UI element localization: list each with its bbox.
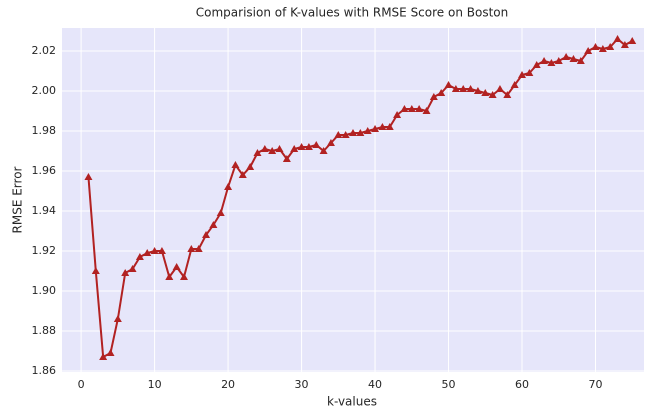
- y-axis-label: RMSE Error: [11, 166, 25, 233]
- data-point: [356, 129, 365, 136]
- data-point: [349, 129, 357, 136]
- data-point: [385, 123, 394, 130]
- data-point: [150, 247, 159, 254]
- data-point: [576, 57, 585, 64]
- plot-background: [62, 28, 644, 372]
- x-tick-label: 30: [295, 378, 309, 391]
- y-tick-label: 1.96: [32, 164, 57, 177]
- data-point: [319, 147, 328, 154]
- data-point: [187, 245, 196, 252]
- data-point: [459, 85, 468, 92]
- y-tick-label: 1.98: [32, 124, 57, 137]
- y-tick-label: 1.92: [32, 244, 57, 257]
- data-point: [290, 145, 299, 152]
- data-point: [157, 247, 166, 254]
- data-point: [510, 81, 519, 88]
- data-point: [143, 249, 152, 256]
- data-point: [415, 105, 424, 112]
- data-point: [584, 47, 593, 54]
- data-point: [238, 171, 247, 178]
- y-tick-label: 1.88: [32, 324, 57, 337]
- data-point: [620, 41, 629, 48]
- data-point: [231, 161, 240, 168]
- x-tick-label: 40: [368, 378, 382, 391]
- data-point: [341, 131, 350, 138]
- data-point: [598, 45, 607, 52]
- data-point: [378, 123, 387, 130]
- data-point: [275, 145, 284, 152]
- data-point: [165, 273, 174, 280]
- y-tick-label: 2.00: [32, 84, 57, 97]
- data-point: [466, 85, 475, 92]
- data-point: [422, 107, 431, 114]
- y-tick-label: 1.90: [32, 284, 57, 297]
- data-point: [613, 35, 622, 42]
- data-point: [363, 127, 372, 134]
- data-point: [562, 53, 571, 60]
- data-point: [202, 231, 211, 238]
- data-point: [135, 253, 144, 260]
- data-point: [628, 37, 637, 44]
- data-point: [113, 315, 122, 322]
- data-point: [503, 91, 512, 98]
- data-point: [481, 89, 490, 96]
- chart-title: Comparision of K-values with RMSE Score …: [196, 6, 508, 20]
- x-tick-label: 0: [78, 378, 85, 391]
- data-point: [224, 183, 233, 190]
- data-point: [246, 163, 255, 170]
- data-point: [84, 173, 93, 180]
- y-tick-label: 2.02: [32, 44, 57, 57]
- data-point: [444, 81, 453, 88]
- data-point: [172, 263, 181, 270]
- data-point: [532, 61, 541, 68]
- data-point: [488, 91, 497, 98]
- data-point: [128, 265, 137, 272]
- data-point: [99, 353, 108, 360]
- data-point: [194, 245, 203, 252]
- data-point: [297, 143, 306, 150]
- data-point: [209, 221, 218, 228]
- data-point: [91, 267, 100, 274]
- y-tick-label: 1.86: [32, 364, 57, 377]
- data-point: [518, 71, 527, 78]
- data-point: [253, 149, 262, 156]
- data-point: [591, 43, 600, 50]
- data-point: [393, 111, 402, 118]
- x-tick-label: 60: [515, 378, 529, 391]
- y-tick-label: 1.94: [32, 204, 57, 217]
- data-point: [525, 69, 534, 76]
- data-point: [334, 131, 343, 138]
- data-point: [554, 57, 563, 64]
- data-point: [268, 147, 277, 154]
- data-point: [547, 59, 556, 66]
- data-point: [216, 209, 225, 216]
- data-point: [495, 85, 504, 92]
- data-point: [429, 93, 438, 100]
- data-point: [312, 141, 321, 148]
- x-tick-label: 20: [221, 378, 235, 391]
- data-point: [260, 145, 269, 152]
- data-point: [569, 55, 578, 62]
- data-point: [540, 57, 549, 64]
- data-point: [400, 105, 409, 112]
- x-tick-label: 70: [589, 378, 603, 391]
- data-point: [451, 85, 460, 92]
- data-point: [473, 87, 482, 94]
- x-tick-label: 50: [442, 378, 456, 391]
- data-point: [326, 139, 335, 146]
- data-point: [282, 155, 291, 162]
- data-point: [304, 143, 313, 150]
- data-point: [407, 105, 416, 112]
- data-point: [179, 273, 188, 280]
- data-point: [437, 89, 446, 96]
- x-axis-label: k-values: [327, 395, 377, 409]
- data-point: [106, 349, 115, 356]
- data-point: [121, 269, 130, 276]
- data-point: [606, 43, 615, 50]
- data-point: [371, 125, 380, 132]
- x-tick-label: 10: [148, 378, 162, 391]
